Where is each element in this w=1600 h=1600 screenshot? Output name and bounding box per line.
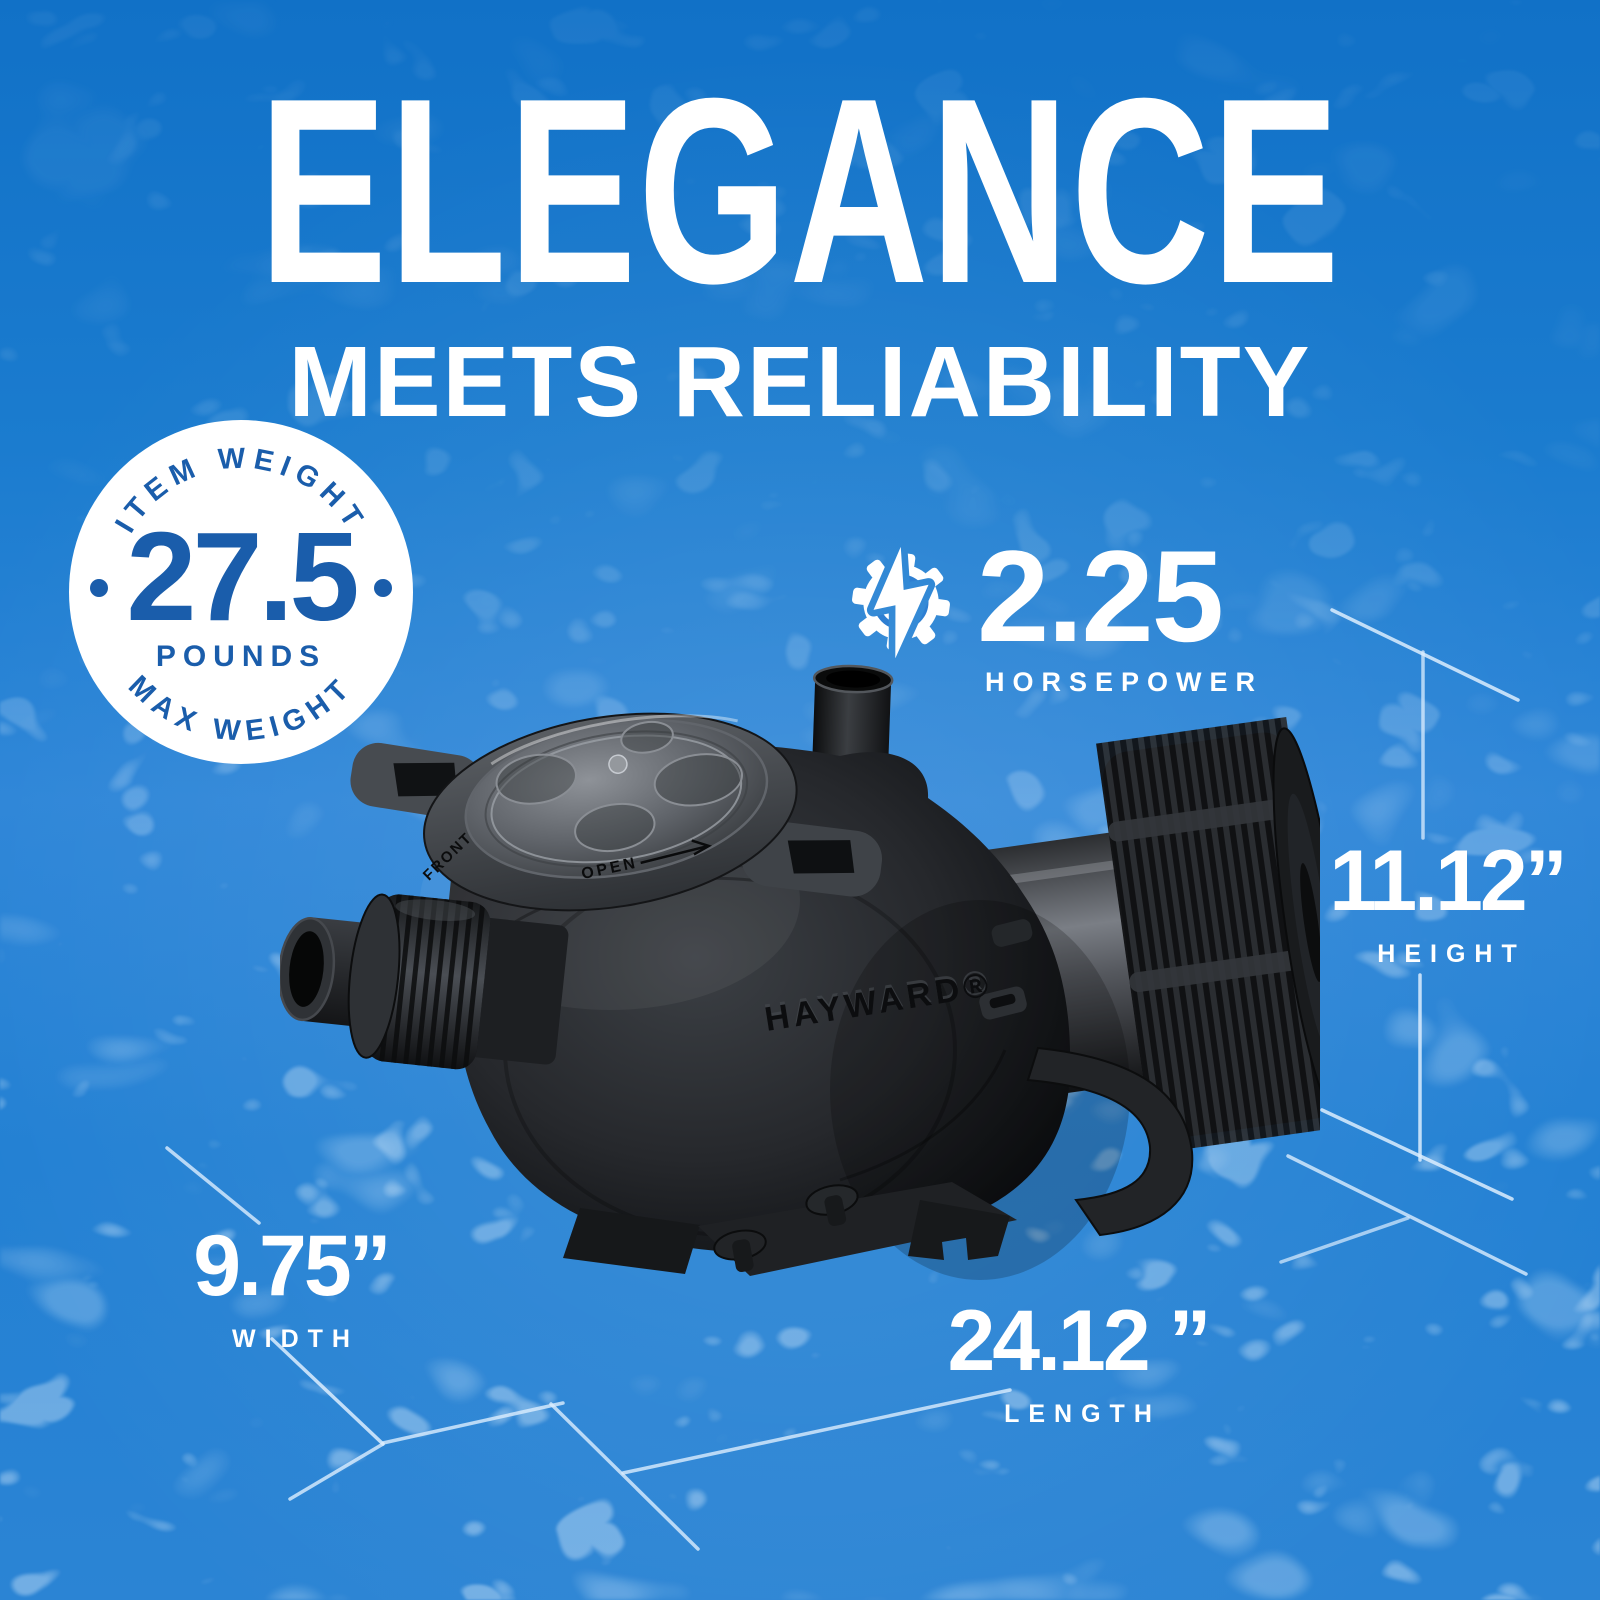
badge-dot-left (90, 579, 108, 597)
headline-title: ELEGANCE (258, 43, 1342, 338)
height-spec: 11.12” HEIGHT (1329, 833, 1567, 969)
badge-dot-right (374, 579, 392, 597)
weight-badge: ITEM WEIGHT MAX WEIGHT 27.5 POUNDS (69, 420, 413, 764)
pump-handle (1026, 1046, 1194, 1237)
length-label: LENGTH (1004, 1400, 1161, 1428)
headline-subtitle: MEETS RELIABILITY (288, 325, 1312, 438)
dimension-line (621, 1388, 1012, 1475)
length-value: 24.12 ” (947, 1293, 1211, 1389)
dimension-line (1320, 1108, 1514, 1201)
dimension-line (270, 1337, 385, 1446)
strainer-lid: OPEN FRONT (350, 712, 883, 912)
pool-pump-image: HAYWARD® HAYWARD® (280, 664, 1320, 1280)
dimension-line (1286, 1154, 1528, 1276)
horsepower-spec: 2.25 HORSEPOWER (845, 523, 1264, 698)
width-label: WIDTH (232, 1325, 359, 1353)
lid-molded-circles (495, 720, 743, 853)
pump-base (563, 1182, 1017, 1276)
dimension-line (1279, 1216, 1410, 1264)
length-spec: 24.12 ” LENGTH (947, 1293, 1211, 1429)
height-value: 11.12” (1329, 833, 1567, 929)
lid-center-plug (608, 754, 628, 774)
fan-cover (1096, 716, 1320, 1154)
dimension-line (381, 1401, 565, 1445)
horsepower-label: HORSEPOWER (985, 667, 1264, 697)
gear-lightning-icon (851, 546, 951, 658)
dimension-line (288, 1442, 385, 1501)
badge-unit: POUNDS (156, 640, 326, 673)
lid-wing-tab-right (741, 820, 883, 897)
lightning-bolt-icon (873, 546, 929, 658)
width-spec: 9.75” WIDTH (193, 1218, 391, 1354)
inlet-union (280, 893, 569, 1070)
horsepower-value: 2.25 (977, 523, 1224, 669)
dimension-line (549, 1402, 700, 1551)
lid-open-arrow (640, 839, 712, 865)
width-value: 9.75” (193, 1218, 391, 1314)
height-label: HEIGHT (1377, 940, 1526, 968)
dimension-line (1330, 608, 1520, 702)
badge-circle (69, 420, 413, 764)
dimension-line (165, 1146, 261, 1225)
housing-latches (979, 919, 1033, 1020)
headline-block: ELEGANCE MEETS RELIABILITY (0, 43, 1600, 438)
badge-value: 27.5 (126, 506, 356, 647)
